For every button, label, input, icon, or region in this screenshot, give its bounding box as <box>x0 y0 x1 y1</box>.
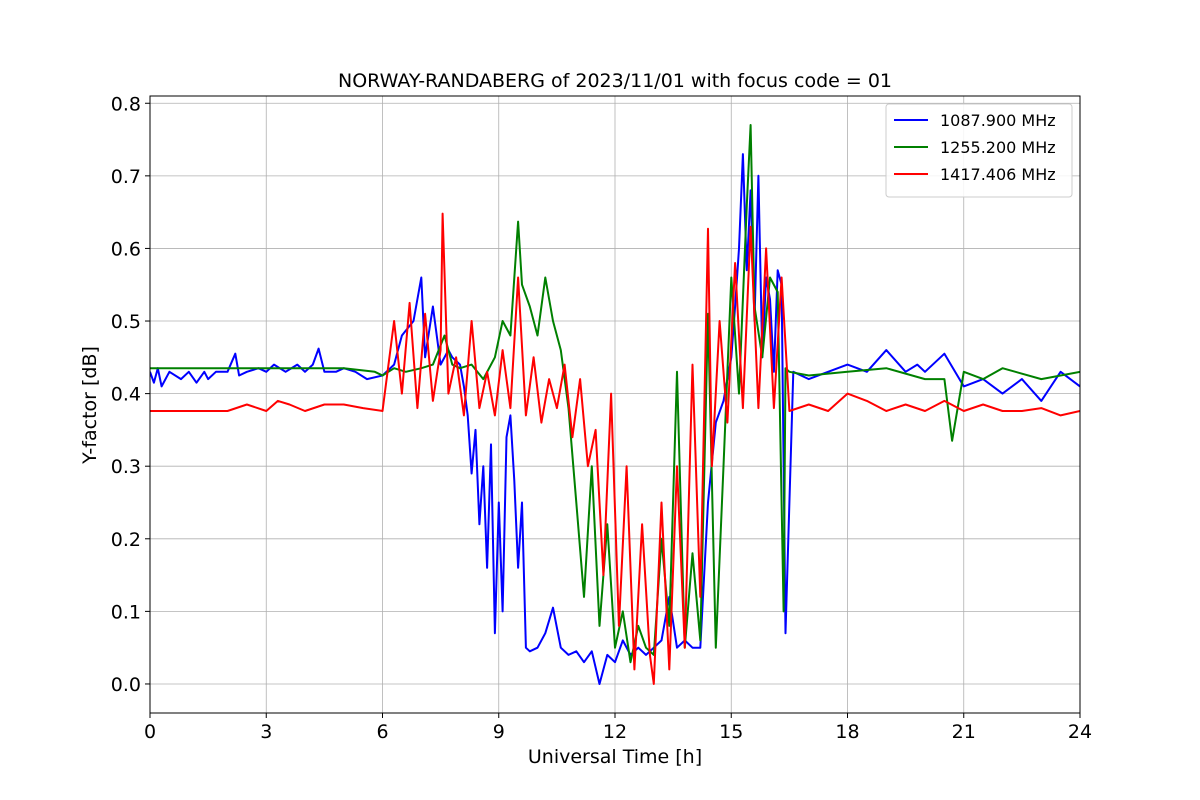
y-tick-label: 0.3 <box>111 456 141 478</box>
series-lines <box>150 124 1080 685</box>
x-tick-label: 9 <box>493 721 505 743</box>
x-axis-label: Universal Time [h] <box>528 746 702 768</box>
y-tick-label: 0.6 <box>111 238 141 260</box>
x-tick-label: 18 <box>835 721 859 743</box>
y-tick-label: 0.7 <box>111 166 141 188</box>
legend-label: 1255.200 MHz <box>940 138 1056 157</box>
y-axis-ticks: 0.0 0.1 0.2 0.3 0.4 0.5 0.6 0.7 0.8 <box>111 93 150 696</box>
y-tick-label: 0.2 <box>111 529 141 551</box>
y-tick-label: 0.0 <box>111 674 141 696</box>
chart-title: NORWAY-RANDABERG of 2023/11/01 with focu… <box>338 70 892 92</box>
series-line-1417-406-mhz <box>150 212 1080 685</box>
legend: 1087.900 MHz 1255.200 MHz 1417.406 MHz <box>885 103 1073 198</box>
y-tick-label: 0.8 <box>111 93 141 115</box>
x-tick-label: 21 <box>952 721 976 743</box>
x-tick-label: 0 <box>144 721 156 743</box>
y-axis-label: Y-factor [dB] <box>79 346 101 465</box>
x-tick-label: 12 <box>603 721 627 743</box>
y-tick-label: 0.5 <box>111 311 141 333</box>
series-line-1087-900-mhz <box>150 153 1080 685</box>
legend-label: 1087.900 MHz <box>940 111 1056 130</box>
x-tick-label: 15 <box>719 721 743 743</box>
legend-label: 1417.406 MHz <box>940 165 1056 184</box>
y-tick-label: 0.1 <box>111 601 141 623</box>
legend-box <box>885 103 1073 198</box>
x-axis-ticks: 0 3 6 9 12 15 18 21 24 <box>144 713 1092 743</box>
x-tick-label: 3 <box>260 721 272 743</box>
x-tick-label: 6 <box>376 721 388 743</box>
x-tick-label: 24 <box>1068 721 1092 743</box>
y-tick-label: 0.4 <box>111 384 141 406</box>
